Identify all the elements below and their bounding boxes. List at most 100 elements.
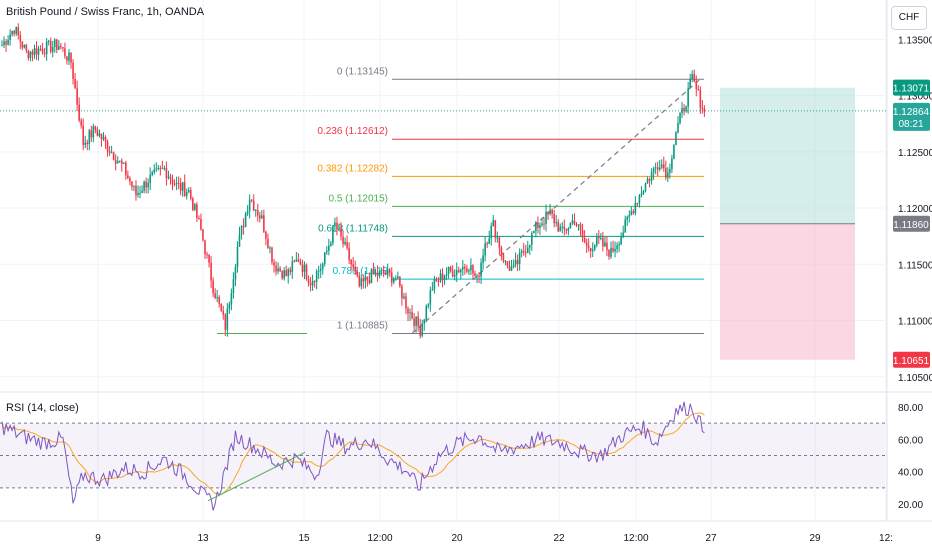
candle-body bbox=[529, 244, 531, 248]
candle-body bbox=[701, 107, 704, 109]
currency-button[interactable]: CHF bbox=[891, 6, 927, 30]
candle-body bbox=[129, 178, 131, 182]
candle-body bbox=[441, 273, 444, 280]
candle-body bbox=[269, 247, 271, 249]
candle-body bbox=[173, 183, 176, 185]
candle-body bbox=[281, 271, 283, 279]
candle-body bbox=[33, 48, 36, 55]
candle-body bbox=[502, 253, 505, 262]
candle-body bbox=[650, 172, 653, 181]
candle-body bbox=[600, 237, 602, 239]
candle-body bbox=[703, 108, 706, 112]
candle-body bbox=[421, 323, 424, 336]
rsi-ma-line bbox=[1, 412, 705, 495]
candle-body bbox=[192, 198, 194, 210]
candle-body bbox=[153, 169, 156, 173]
candle-body bbox=[492, 220, 495, 227]
candle-body bbox=[372, 269, 375, 275]
candle-body bbox=[157, 168, 160, 170]
rsi-tick-label: 80.00 bbox=[898, 403, 923, 414]
candle-body bbox=[291, 261, 294, 273]
candle-body bbox=[352, 264, 354, 268]
candle-body bbox=[51, 47, 54, 52]
candle-body bbox=[435, 279, 438, 281]
candle-body bbox=[376, 272, 379, 276]
candle-body bbox=[250, 199, 253, 201]
candle-body bbox=[279, 268, 281, 272]
candle-body bbox=[354, 267, 357, 272]
candle-body bbox=[127, 175, 129, 179]
candle-body bbox=[537, 222, 539, 228]
candle-body bbox=[305, 264, 308, 280]
candle-body bbox=[287, 269, 290, 277]
candle-body bbox=[212, 280, 214, 294]
candle-body bbox=[543, 223, 545, 225]
candle-body bbox=[161, 168, 164, 170]
candle-body bbox=[591, 249, 594, 252]
candle-body bbox=[541, 223, 543, 226]
candle-body bbox=[145, 181, 147, 188]
candle-body bbox=[459, 269, 462, 273]
price-tick-label: 1.10500 bbox=[898, 373, 932, 384]
candle-body bbox=[297, 259, 300, 262]
candle-body bbox=[267, 238, 269, 249]
chart-title: British Pound / Swiss Franc, 1h, OANDA bbox=[6, 6, 205, 18]
candle-body bbox=[614, 248, 616, 252]
candle-body bbox=[35, 48, 38, 55]
stop-zone bbox=[720, 223, 855, 360]
candle-body bbox=[240, 225, 243, 235]
candle-body bbox=[165, 167, 168, 178]
candle-body bbox=[689, 79, 691, 89]
candle-body bbox=[390, 272, 393, 283]
rsi-tick-label: 40.00 bbox=[898, 468, 923, 479]
candle-body bbox=[149, 174, 151, 184]
candle-body bbox=[68, 52, 70, 61]
entry-price-badge: 1.11860 bbox=[893, 220, 929, 231]
candle-body bbox=[350, 259, 352, 265]
candle-body bbox=[206, 254, 208, 256]
candle-body bbox=[1, 45, 3, 47]
candle-body bbox=[358, 275, 361, 287]
time-tick-label: 20 bbox=[451, 533, 463, 544]
candle-body bbox=[248, 199, 251, 212]
candle-body bbox=[342, 236, 344, 245]
candle-body bbox=[366, 276, 369, 281]
candle-body bbox=[311, 280, 314, 286]
candle-body bbox=[17, 27, 20, 36]
candle-body bbox=[76, 88, 78, 105]
candle-body bbox=[244, 213, 247, 227]
candle-body bbox=[7, 40, 9, 45]
candle-body bbox=[691, 74, 693, 80]
candle-body bbox=[638, 195, 641, 204]
candle-body bbox=[100, 133, 103, 140]
candle-body bbox=[547, 211, 549, 214]
candle-body bbox=[159, 168, 162, 170]
candle-body bbox=[9, 34, 11, 41]
rsi-tick-label: 20.00 bbox=[898, 500, 923, 511]
candle-body bbox=[565, 229, 568, 231]
candle-body bbox=[598, 237, 600, 239]
candle-body bbox=[522, 250, 525, 253]
candle-body bbox=[163, 167, 166, 169]
candle-body bbox=[423, 319, 426, 324]
candle-body bbox=[516, 260, 519, 265]
candle-body bbox=[551, 209, 553, 215]
fib-level-label: 0.382 (1.12282) bbox=[317, 163, 388, 174]
candle-body bbox=[447, 266, 450, 274]
candle-body bbox=[218, 297, 221, 304]
candle-body bbox=[289, 269, 292, 273]
candle-body bbox=[72, 62, 74, 79]
candle-body bbox=[246, 211, 249, 214]
candle-body bbox=[53, 39, 56, 48]
candle-body bbox=[616, 245, 618, 249]
candle-body bbox=[496, 237, 499, 239]
candle-body bbox=[167, 176, 170, 178]
candle-body bbox=[210, 262, 212, 281]
candle-body bbox=[514, 260, 517, 265]
candle-body bbox=[453, 275, 456, 277]
candle-body bbox=[200, 218, 202, 230]
candle-body bbox=[612, 247, 614, 252]
rsi-divergence-line bbox=[207, 451, 306, 502]
candle-body bbox=[636, 202, 639, 204]
